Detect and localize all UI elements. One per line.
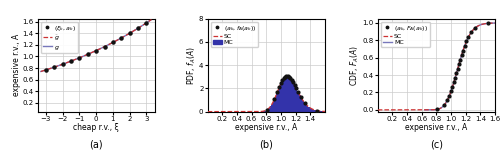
Point — [484, 22, 492, 25]
Point — [284, 75, 292, 78]
Point — [142, 22, 150, 24]
Point — [126, 32, 134, 35]
Point — [277, 82, 285, 85]
Point — [460, 45, 468, 47]
Point — [289, 81, 297, 83]
Point — [464, 36, 472, 38]
Point — [455, 63, 463, 65]
Point — [282, 75, 290, 78]
Point — [447, 90, 455, 93]
Point — [462, 40, 470, 43]
Y-axis label: expensive r.v., A: expensive r.v., A — [12, 34, 20, 96]
Point — [42, 69, 50, 71]
Point — [443, 99, 451, 102]
Legend: $(a_k, f_A(a_k))$, SC, MC: $(a_k, f_A(a_k))$, SC, MC — [210, 22, 258, 47]
Point — [50, 66, 58, 68]
Legend: $(\xi_k, a_k)$, $\tilde{g}$, $g$: $(\xi_k, a_k)$, $\tilde{g}$, $g$ — [40, 22, 78, 53]
Point — [109, 41, 117, 44]
Text: (c): (c) — [430, 140, 443, 150]
Legend: $(a_k, F_A(a_k))$, SC, MC: $(a_k, F_A(a_k))$, SC, MC — [381, 22, 430, 47]
Point — [290, 84, 298, 86]
Point — [92, 49, 100, 52]
Point — [456, 58, 464, 61]
Point — [440, 104, 448, 106]
Point — [458, 54, 466, 56]
Point — [292, 87, 300, 90]
Point — [134, 27, 142, 29]
Point — [270, 98, 278, 101]
Point — [100, 45, 108, 48]
Point — [281, 76, 289, 78]
Point — [454, 67, 462, 70]
Point — [275, 86, 283, 89]
Point — [294, 91, 302, 94]
Point — [297, 96, 305, 99]
X-axis label: expensive r.v., A: expensive r.v., A — [405, 123, 468, 132]
Text: (a): (a) — [90, 140, 103, 150]
X-axis label: expensive r.v., A: expensive r.v., A — [235, 123, 298, 132]
Point — [263, 109, 271, 111]
Y-axis label: CDF, $F_A(A)$: CDF, $F_A(A)$ — [348, 44, 361, 86]
Text: (b): (b) — [260, 140, 273, 150]
Point — [301, 102, 309, 104]
Point — [285, 76, 293, 78]
Point — [58, 63, 66, 65]
Point — [273, 91, 281, 94]
Point — [278, 79, 286, 82]
Point — [286, 77, 294, 79]
Point — [433, 108, 441, 111]
Point — [118, 37, 126, 39]
Point — [450, 81, 458, 84]
Point — [451, 76, 459, 79]
X-axis label: cheap r.v., ξ: cheap r.v., ξ — [74, 123, 119, 132]
Y-axis label: PDF, $f_A(A)$: PDF, $f_A(A)$ — [185, 46, 198, 84]
Point — [84, 53, 92, 55]
Point — [446, 95, 454, 97]
Point — [76, 57, 84, 59]
Point — [448, 86, 456, 88]
Point — [459, 49, 467, 52]
Point — [314, 109, 322, 112]
Point — [452, 72, 460, 74]
Point — [467, 31, 475, 34]
Point — [280, 77, 288, 80]
Point — [288, 78, 296, 81]
Point — [471, 27, 479, 29]
Point — [67, 60, 75, 62]
